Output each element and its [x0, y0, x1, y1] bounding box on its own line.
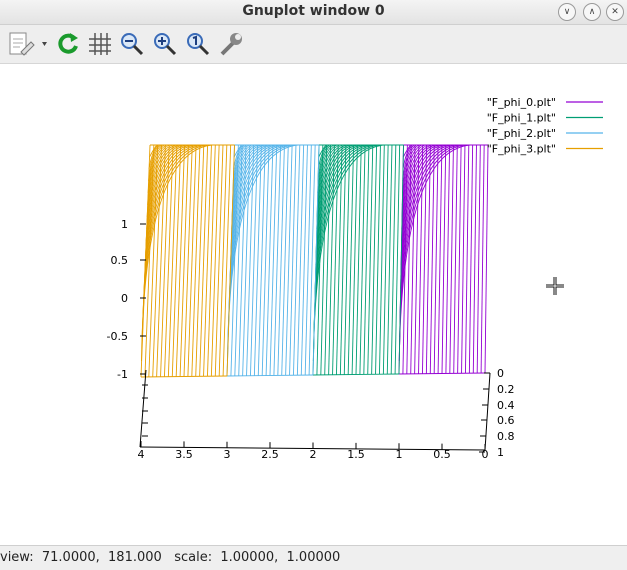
x-tick-label: 1 — [396, 448, 403, 461]
x-tick-label: 4 — [138, 448, 145, 461]
zoom-out-icon[interactable] — [118, 30, 146, 58]
legend-label-3: "F_phi_3.plt" — [487, 143, 556, 156]
z-tick-label: 1 — [121, 218, 128, 231]
legend-label-2: "F_phi_2.plt" — [487, 127, 556, 140]
zoom-in-icon[interactable] — [151, 30, 179, 58]
z-tick-label: -0.5 — [107, 330, 128, 343]
series-3-mesh — [140, 144, 235, 378]
y-tick-label: 1 — [497, 446, 504, 459]
title-bar: Gnuplot window 0 ∨ ∧ ✕ — [0, 0, 627, 25]
status-text: view: 71.0000, 181.000 scale: 1.00000, 1… — [0, 550, 340, 565]
z-tick-label: -1 — [117, 368, 128, 381]
toolbar — [0, 25, 627, 64]
y-tick-label: 0.6 — [497, 414, 515, 427]
view-values: 71.0000, 181.000 — [41, 550, 162, 565]
status-bar: view: 71.0000, 181.000 scale: 1.00000, 1… — [0, 545, 627, 570]
series-0-mesh — [398, 144, 489, 375]
x-tick-label: 0 — [482, 448, 489, 461]
y-tick-label: 0 — [497, 367, 504, 380]
surface-plot: 1 0.5 0 -0.5 -1 4 3.5 3 2.5 2 1.5 1 0.5 0 0 0.2 0.4 0.6 0.… — [107, 96, 603, 461]
y-tick-label: 0.8 — [497, 430, 515, 443]
z-axis-line — [139, 369, 147, 448]
y-axis-line — [484, 372, 491, 451]
x-tick-label: 2 — [310, 448, 317, 461]
close-button[interactable]: ✕ — [606, 3, 624, 21]
x-tick-label: 1.5 — [347, 448, 365, 461]
y-tick-label: 0.4 — [497, 399, 515, 412]
series-2-mesh — [226, 144, 320, 377]
zoom-reset-icon[interactable] — [184, 30, 212, 58]
series-1-mesh — [312, 144, 404, 376]
z-tick-label: 0.5 — [111, 254, 129, 267]
window-title: Gnuplot window 0 — [242, 3, 385, 19]
scale-label: scale: — [174, 550, 213, 565]
scale-values: 1.00000, 1.00000 — [220, 550, 341, 565]
x-tick-label: 3.5 — [175, 448, 193, 461]
grid-icon[interactable] — [86, 30, 114, 58]
export-icon[interactable] — [6, 30, 50, 58]
legend-label-0: "F_phi_0.plt" — [487, 96, 556, 109]
minimize-button[interactable]: ∨ — [558, 3, 576, 21]
crosshair-cursor-inner — [546, 277, 564, 295]
x-tick-label: 2.5 — [261, 448, 279, 461]
view-label: view: — [0, 550, 34, 565]
x-tick-label: 3 — [224, 448, 231, 461]
maximize-button[interactable]: ∧ — [583, 3, 601, 21]
legend-label-1: "F_phi_1.plt" — [487, 112, 556, 125]
y-tick-label: 0.2 — [497, 383, 515, 396]
plot-area[interactable]: 1 0.5 0 -0.5 -1 4 3.5 3 2.5 2 1.5 1 0.5 0 0 0.2 0.4 0.6 0.… — [0, 64, 627, 545]
z-tick-label: 0 — [121, 292, 128, 305]
x-tick-label: 0.5 — [433, 448, 451, 461]
settings-icon[interactable] — [217, 30, 245, 58]
replot-icon[interactable] — [54, 30, 82, 58]
